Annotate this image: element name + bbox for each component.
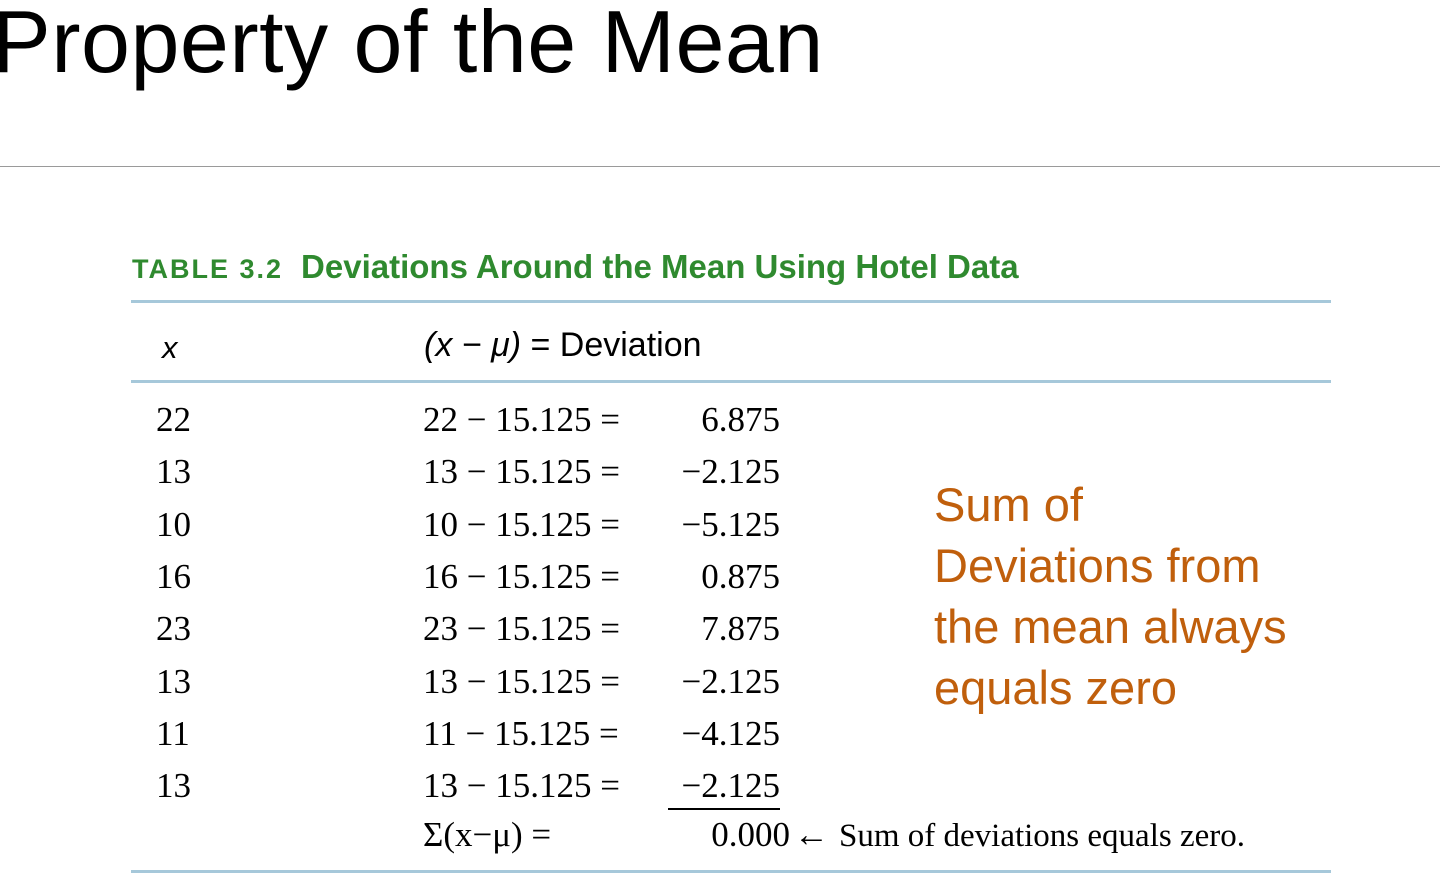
column-header-deviation: (x − μ) = Deviation (424, 326, 702, 365)
x-value-cell: 13 (156, 662, 191, 701)
table-bottom-rule (131, 870, 1331, 873)
x-value-cell: 16 (156, 557, 191, 596)
table-row: 10 10 − 15.125 = −5.125 (0, 505, 1440, 557)
table-row: 13 13 − 15.125 = −2.125 (0, 766, 1440, 818)
table-row: 23 23 − 15.125 = 7.875 (0, 609, 1440, 661)
deviation-expression-cell: 22 − 15.125 = (423, 400, 620, 439)
table-row: 13 13 − 15.125 = −2.125 (0, 662, 1440, 714)
deviation-expression-cell: 23 − 15.125 = (423, 609, 620, 648)
table-top-rule (131, 300, 1331, 303)
x-value-cell: 13 (156, 766, 191, 805)
sum-note-text: Sum of deviations equals zero. (839, 818, 1245, 854)
sum-expression: Σ(x−μ) = (423, 815, 552, 854)
slide-title: Property of the Mean (0, 0, 824, 91)
sum-row: Σ(x−μ) = 0.000 ← Sum of deviations equals… (0, 815, 1440, 867)
column-header-deviation-formula: (x − μ) (424, 326, 522, 364)
table-row: 22 22 − 15.125 = 6.875 (0, 400, 1440, 452)
callout-line: Sum of (934, 478, 1083, 531)
deviation-result-cell: −5.125 (681, 505, 781, 544)
deviation-result-cell: −2.125 (668, 766, 780, 810)
deviation-result-cell: 0.875 (701, 557, 780, 596)
callout-line: equals zero (934, 661, 1177, 714)
title-divider (0, 166, 1440, 167)
deviation-expression-cell: 16 − 15.125 = (423, 557, 620, 596)
deviation-result-cell: 6.875 (701, 400, 780, 439)
callout-text: Sum of Deviations from the mean always equa… (934, 474, 1354, 718)
table-caption: TABLE 3.2 Deviations Around the Mean Usin… (132, 248, 1019, 286)
deviation-result-cell: 7.875 (701, 609, 780, 648)
sum-total: 0.000 (711, 815, 790, 854)
column-header-x: x (162, 330, 178, 365)
callout-line: the mean always (934, 600, 1287, 653)
sum-note: ← Sum of deviations equals zero. (794, 815, 1245, 855)
deviation-expression-cell: 13 − 15.125 = (423, 766, 620, 805)
deviation-result-cell: −4.125 (681, 714, 781, 753)
x-value-cell: 13 (156, 452, 191, 491)
table-header-rule (131, 380, 1331, 383)
x-value-cell: 10 (156, 505, 191, 544)
left-arrow-icon: ← (794, 815, 829, 854)
deviation-result-cell: −2.125 (681, 662, 781, 701)
x-value-cell: 11 (156, 714, 190, 753)
deviation-result-cell: −2.125 (681, 452, 781, 491)
column-header-deviation-label: = Deviation (521, 326, 702, 364)
table-row: 13 13 − 15.125 = −2.125 (0, 452, 1440, 504)
table-row: 16 16 − 15.125 = 0.875 (0, 557, 1440, 609)
table-label: TABLE 3.2 (132, 254, 284, 284)
deviation-expression-cell: 13 − 15.125 = (423, 452, 620, 491)
x-value-cell: 23 (156, 609, 191, 648)
callout-line: Deviations from (934, 539, 1261, 592)
x-value-cell: 22 (156, 400, 191, 439)
table-caption-text: Deviations Around the Mean Using Hotel D… (301, 248, 1019, 285)
deviation-expression-cell: 11 − 15.125 = (423, 714, 619, 753)
table-row: 11 11 − 15.125 = −4.125 (0, 714, 1440, 766)
deviation-expression-cell: 13 − 15.125 = (423, 662, 620, 701)
deviation-expression-cell: 10 − 15.125 = (423, 505, 620, 544)
